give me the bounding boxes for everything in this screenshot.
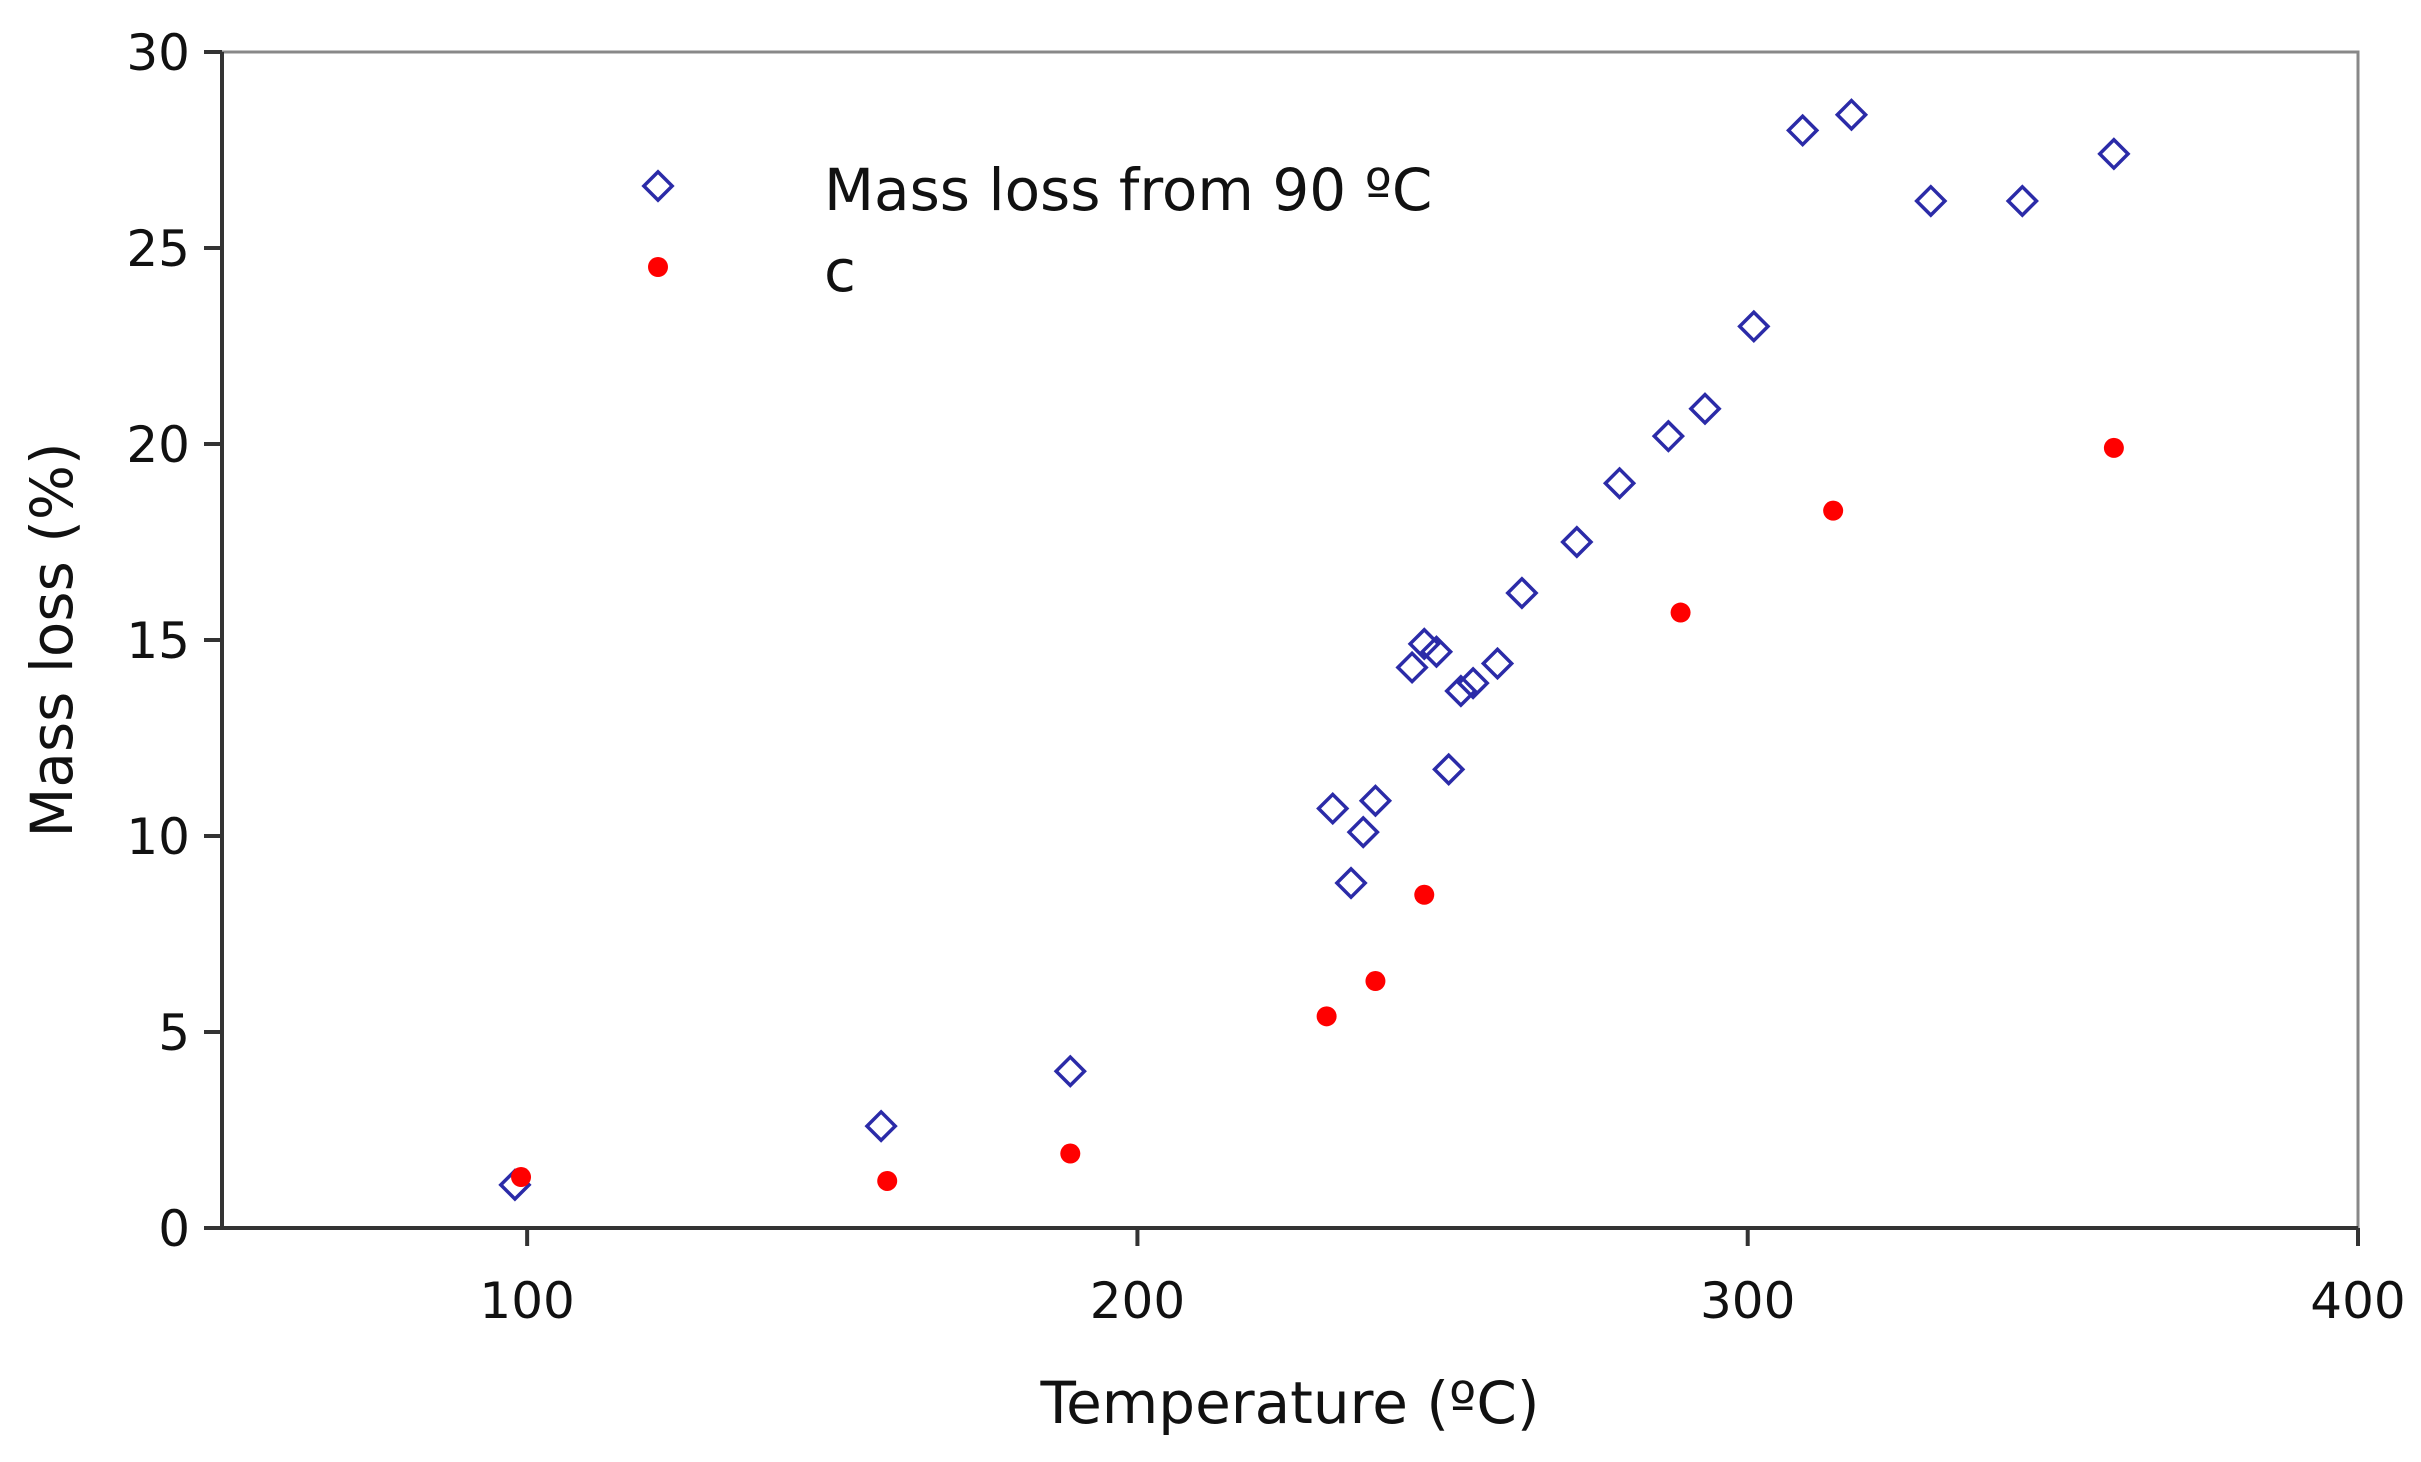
data-point-series-1: [2097, 137, 2131, 171]
data-point-series-1: [1834, 98, 1869, 132]
data-point-series-1: [1395, 650, 1429, 685]
legend-label-series-2: c: [824, 237, 856, 305]
data-point-series-1: [1346, 815, 1380, 849]
data-point-series-1: [1560, 525, 1594, 559]
y-tick-label: 10: [126, 808, 190, 866]
data-point-series-1: [1651, 419, 1685, 453]
y-tick-label: 20: [126, 416, 190, 474]
data-point-series-2: [1823, 500, 1844, 521]
data-point-series-1: [1786, 113, 1820, 148]
data-point-series-1: [1419, 635, 1454, 669]
x-tick-label: 300: [1700, 1272, 1795, 1330]
data-point-series-2: [1365, 971, 1386, 992]
data-point-series-2: [1670, 602, 1691, 623]
data-point-series-1: [1480, 646, 1515, 681]
legend: Mass loss from 90 ºC c: [641, 156, 1432, 305]
data-points: [498, 98, 2131, 1202]
data-point-series-1: [1053, 1054, 1087, 1088]
legend-marker-diamond: [641, 169, 675, 203]
data-point-series-1: [1505, 576, 1539, 610]
x-axis-title: Temperature (ºC): [1040, 1369, 1540, 1437]
y-tick-label: 30: [126, 24, 190, 82]
data-point-series-2: [511, 1167, 532, 1188]
y-tick-label: 5: [158, 1004, 190, 1062]
x-tick-label: 400: [2310, 1272, 2405, 1330]
y-tick-label: 15: [126, 612, 190, 670]
data-point-series-1: [1432, 752, 1466, 786]
data-point-series-1: [2005, 184, 2039, 218]
data-point-series-1: [1407, 627, 1441, 661]
data-point-series-1: [1602, 466, 1637, 500]
plot-frame: [220, 50, 2360, 1230]
data-point-series-2: [1060, 1143, 1081, 1164]
data-point-series-2: [877, 1170, 898, 1191]
data-point-series-2: [2103, 437, 2124, 458]
data-point-series-1: [1334, 866, 1368, 900]
y-axis-ticks: 0 5 10 15 20 25 30: [126, 24, 222, 1258]
y-axis-title: Mass loss (%): [18, 442, 86, 837]
x-tick-label: 200: [1090, 1272, 1185, 1330]
legend-marker-dot: [648, 257, 668, 277]
data-point-series-1: [1358, 784, 1393, 818]
data-point-series-1: [1456, 666, 1490, 700]
legend-label-series-1: Mass loss from 90 ºC: [824, 156, 1432, 224]
data-point-series-2: [1316, 1006, 1337, 1027]
data-point-series-1: [1737, 309, 1771, 344]
y-tick-label: 25: [126, 220, 190, 278]
y-tick-label: 0: [158, 1200, 190, 1258]
data-point-series-1: [1316, 791, 1350, 826]
x-tick-label: 100: [479, 1272, 574, 1330]
data-point-series-1: [1688, 392, 1722, 426]
data-point-series-1: [864, 1109, 898, 1143]
data-point-series-1: [1914, 184, 1948, 218]
data-point-series-1: [1444, 674, 1478, 708]
x-axis-ticks: 100 200 300 400: [479, 1228, 2406, 1330]
data-point-series-2: [1414, 884, 1435, 905]
